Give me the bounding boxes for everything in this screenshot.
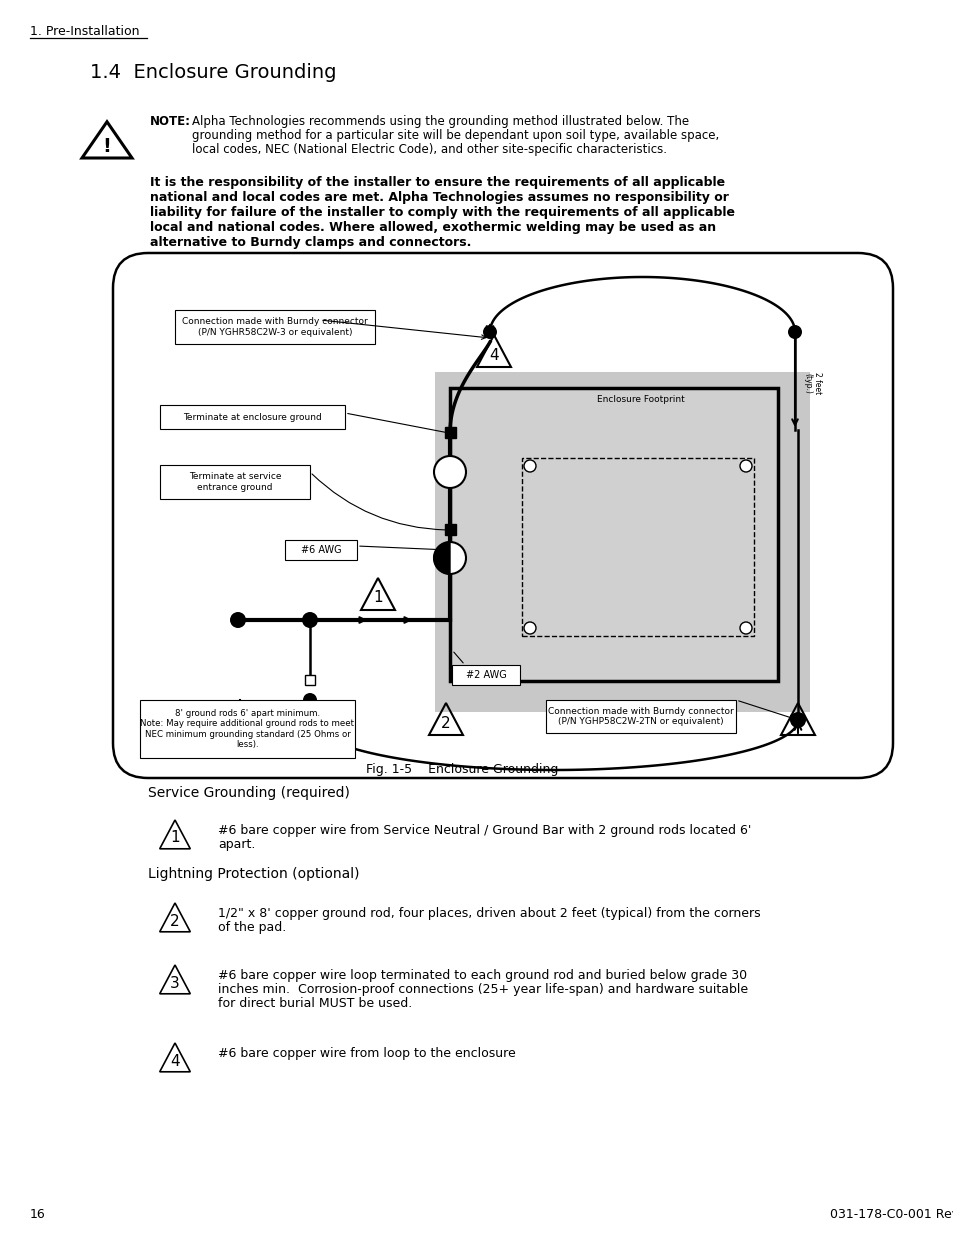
Text: #6 bare copper wire from loop to the enclosure: #6 bare copper wire from loop to the enc…: [218, 1047, 516, 1060]
Text: 1. Pre-Installation: 1. Pre-Installation: [30, 25, 139, 38]
Text: 16: 16: [30, 1208, 46, 1221]
Text: Fig. 1-5    Enclosure Grounding: Fig. 1-5 Enclosure Grounding: [365, 763, 558, 777]
Text: Lightning Protection (optional): Lightning Protection (optional): [148, 867, 359, 881]
Text: It is the responsibility of the installer to ensure the requirements of all appl: It is the responsibility of the installe…: [150, 177, 724, 189]
Bar: [521, 458, 753, 636]
Text: #2 AWG: #2 AWG: [465, 671, 506, 680]
Bar: [452, 664, 519, 685]
Text: national and local codes are met. Alpha Technologies assumes no responsibility o: national and local codes are met. Alpha …: [150, 191, 728, 204]
Circle shape: [302, 613, 317, 629]
Text: #6 bare copper wire loop terminated to each ground rod and buried below grade 30: #6 bare copper wire loop terminated to e…: [218, 969, 746, 982]
Circle shape: [482, 325, 497, 338]
Text: 2 feet
(typ.): 2 feet (typ.): [802, 372, 821, 394]
Text: liability for failure of the installer to comply with the requirements of all ap: liability for failure of the installer t…: [150, 206, 734, 219]
Text: alternative to Burndy clamps and connectors.: alternative to Burndy clamps and connect…: [150, 236, 471, 249]
Circle shape: [523, 459, 536, 472]
Text: Service Grounding (required): Service Grounding (required): [148, 785, 350, 800]
Wedge shape: [434, 542, 450, 574]
Circle shape: [787, 325, 801, 338]
Text: 3: 3: [170, 976, 180, 990]
Text: Terminate at enclosure ground: Terminate at enclosure ground: [183, 412, 321, 421]
Circle shape: [302, 713, 317, 727]
Text: 2: 2: [170, 914, 179, 929]
Circle shape: [434, 456, 465, 488]
Text: 1: 1: [170, 830, 179, 846]
Circle shape: [523, 622, 536, 634]
Bar: [305, 676, 314, 685]
Text: NOTE:: NOTE:: [150, 115, 191, 128]
Circle shape: [740, 459, 751, 472]
Text: 8' ground rods 6' apart minimum.
Note: May require additional ground rods to mee: 8' ground rods 6' apart minimum. Note: M…: [140, 709, 355, 750]
Circle shape: [740, 622, 751, 634]
Text: 2: 2: [440, 715, 451, 730]
Bar: [160, 466, 310, 499]
Text: 4: 4: [170, 1053, 179, 1068]
Text: 1/2" x 8' copper ground rod, four places, driven about 2 feet (typical) from the: 1/2" x 8' copper ground rod, four places…: [218, 906, 760, 920]
Text: 031-178-C0-001 Rev. A: 031-178-C0-001 Rev. A: [829, 1208, 953, 1221]
Text: 4: 4: [489, 347, 498, 363]
Bar: [160, 405, 345, 429]
Circle shape: [434, 542, 465, 574]
Bar: [444, 524, 456, 535]
Text: #6 AWG: #6 AWG: [300, 545, 341, 555]
Text: 1.4  Enclosure Grounding: 1.4 Enclosure Grounding: [90, 63, 336, 82]
Text: Enclosure Footprint: Enclosure Footprint: [597, 395, 684, 405]
Text: Terminate at service
entrance ground: Terminate at service entrance ground: [189, 472, 281, 492]
Text: 1: 1: [373, 590, 382, 605]
Text: apart.: apart.: [218, 839, 255, 851]
Bar: [444, 427, 456, 438]
Circle shape: [789, 713, 805, 727]
Text: grounding method for a particular site will be dependant upon soil type, availab: grounding method for a particular site w…: [192, 128, 719, 142]
Bar: [450, 388, 778, 680]
Text: local and national codes. Where allowed, exothermic welding may be used as an: local and national codes. Where allowed,…: [150, 221, 716, 233]
Text: for direct burial MUST be used.: for direct burial MUST be used.: [218, 997, 412, 1010]
Circle shape: [303, 693, 316, 706]
Bar: [435, 372, 809, 713]
Circle shape: [230, 613, 246, 629]
FancyBboxPatch shape: [112, 253, 892, 778]
Text: #6 bare copper wire from Service Neutral / Ground Bar with 2 ground rods located: #6 bare copper wire from Service Neutral…: [218, 824, 751, 837]
Text: Connection made with Burndy connector
(P/N YGHR58C2W-3 or equivalent): Connection made with Burndy connector (P…: [182, 317, 368, 337]
Text: of the pad.: of the pad.: [218, 921, 286, 934]
Bar: [140, 700, 355, 758]
Bar: [285, 540, 356, 559]
Text: inches min.  Corrosion-proof connections (25+ year life-span) and hardware suita: inches min. Corrosion-proof connections …: [218, 983, 747, 995]
Text: 3: 3: [792, 715, 802, 730]
Text: !: !: [103, 137, 112, 157]
Bar: [545, 700, 735, 734]
Text: Connection made with Burndy connector
(P/N YGHP58C2W-2TN or equivalent): Connection made with Burndy connector (P…: [548, 706, 733, 726]
Text: Alpha Technologies recommends using the grounding method illustrated below. The: Alpha Technologies recommends using the …: [192, 115, 688, 128]
Bar: [174, 310, 375, 345]
Text: local codes, NEC (National Electric Code), and other site-specific characteristi: local codes, NEC (National Electric Code…: [192, 143, 666, 156]
